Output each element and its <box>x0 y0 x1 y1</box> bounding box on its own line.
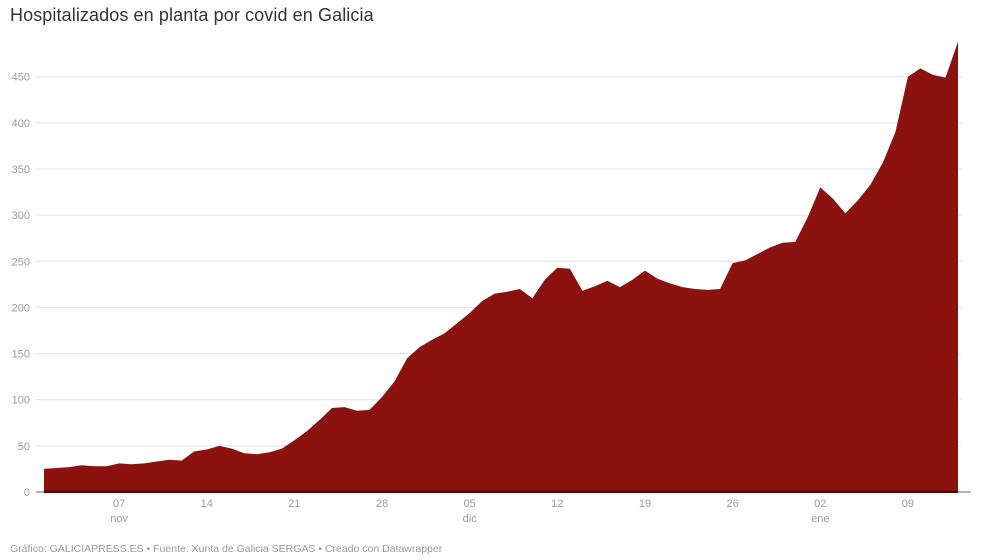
x-axis-label-02: 02 <box>814 498 826 510</box>
y-axis-label-0: 0 <box>24 487 30 499</box>
x-axis-label-05: 05 <box>464 498 476 510</box>
x-axis-label-19: 19 <box>639 498 651 510</box>
x-axis-label-14: 14 <box>201 498 213 510</box>
y-axis-label-350: 350 <box>12 164 30 176</box>
x-axis-month-nov: nov <box>110 513 128 525</box>
x-axis-label-21: 21 <box>288 498 300 510</box>
y-axis-label-200: 200 <box>12 302 30 314</box>
x-axis-label-28: 28 <box>376 498 388 510</box>
x-axis-label-09: 09 <box>902 498 914 510</box>
y-axis-label-250: 250 <box>12 256 30 268</box>
y-axis-label-50: 50 <box>18 441 30 453</box>
area-baseline-edge <box>44 490 958 493</box>
x-axis-label-12: 12 <box>551 498 563 510</box>
x-axis-month-ene: ene <box>811 513 829 525</box>
y-axis-label-100: 100 <box>12 395 30 407</box>
y-axis-label-300: 300 <box>12 210 30 222</box>
chart-title: Hospitalizados en planta por covid en Ga… <box>10 5 374 25</box>
x-axis-label-07: 07 <box>113 498 125 510</box>
hospitalized-area-series <box>44 41 958 492</box>
x-axis-month-dic: dic <box>463 513 478 525</box>
x-axis-label-26: 26 <box>726 498 738 510</box>
y-axis-label-450: 450 <box>12 72 30 84</box>
y-axis-label-150: 150 <box>12 349 30 361</box>
y-axis-label-400: 400 <box>12 118 30 130</box>
chart-byline: Gráfico: GALICIAPRESS.ES • Fuente: Xunta… <box>10 543 443 555</box>
